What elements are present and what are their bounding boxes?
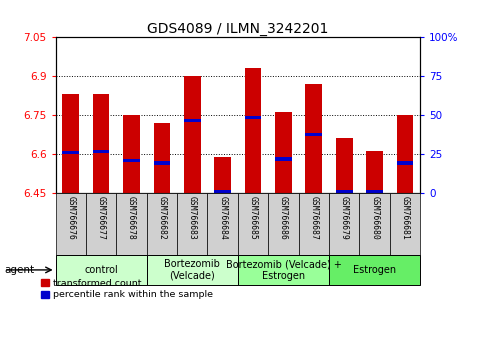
Text: agent: agent (5, 265, 35, 275)
Text: GSM766678: GSM766678 (127, 196, 136, 240)
Bar (147, 193, 177, 255)
Bar (268, 193, 298, 255)
Bar (208, 193, 238, 255)
Text: GSM766679: GSM766679 (340, 196, 349, 240)
Legend: transformed count, percentile rank within the sample: transformed count, percentile rank withi… (41, 279, 213, 299)
Text: Bortezomib (Velcade) +
Estrogen: Bortezomib (Velcade) + Estrogen (226, 259, 341, 281)
Bar (62, 151, 79, 154)
Bar (359, 193, 390, 255)
Bar (275, 113, 292, 193)
Bar (93, 150, 110, 153)
Bar (397, 161, 413, 165)
Bar (116, 193, 147, 255)
Bar (184, 119, 200, 122)
Bar (238, 193, 268, 255)
Bar (366, 190, 383, 193)
Text: GSM766685: GSM766685 (249, 196, 257, 240)
Bar (366, 152, 383, 193)
Bar (214, 190, 231, 193)
Bar (184, 76, 200, 193)
Title: GDS4089 / ILMN_3242201: GDS4089 / ILMN_3242201 (147, 22, 328, 36)
Bar (390, 193, 420, 255)
Bar (238, 255, 329, 285)
Bar (56, 193, 86, 255)
Text: Estrogen: Estrogen (353, 265, 396, 275)
Text: GSM766687: GSM766687 (309, 196, 318, 240)
Text: GSM766682: GSM766682 (157, 196, 167, 240)
Bar (397, 115, 413, 193)
Bar (147, 255, 238, 285)
Text: GSM766686: GSM766686 (279, 196, 288, 240)
Text: GSM766680: GSM766680 (370, 196, 379, 240)
Bar (336, 138, 353, 193)
Text: control: control (84, 265, 118, 275)
Text: GSM766676: GSM766676 (66, 196, 75, 240)
Bar (93, 94, 110, 193)
Bar (329, 193, 359, 255)
Bar (214, 156, 231, 193)
Bar (62, 94, 79, 193)
Bar (56, 255, 147, 285)
Bar (298, 193, 329, 255)
Bar (123, 115, 140, 193)
Text: GSM766681: GSM766681 (400, 196, 410, 240)
Bar (275, 158, 292, 161)
Bar (123, 159, 140, 162)
Bar (86, 193, 116, 255)
Text: GSM766677: GSM766677 (97, 196, 106, 240)
Text: Bortezomib
(Velcade): Bortezomib (Velcade) (164, 259, 220, 281)
Bar (245, 116, 261, 119)
Bar (177, 193, 208, 255)
Text: GSM766684: GSM766684 (218, 196, 227, 240)
Text: GSM766683: GSM766683 (188, 196, 197, 240)
Bar (336, 190, 353, 193)
Bar (329, 255, 420, 285)
Bar (305, 84, 322, 193)
Bar (305, 133, 322, 136)
Bar (154, 161, 170, 165)
Bar (154, 123, 170, 193)
Bar (245, 68, 261, 193)
